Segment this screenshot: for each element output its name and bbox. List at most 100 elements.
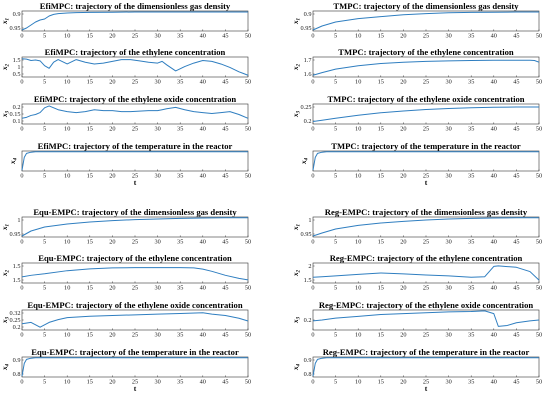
x-tick-label: 0 [311,79,314,86]
y-tick-label: 1.5 [304,277,312,284]
x-tick-label: 35 [177,79,183,86]
subplot-title: EfiMPC: trajectory of the temperature in… [38,141,233,151]
x-tick-label: 25 [423,33,429,40]
series-line [312,265,540,281]
x-tick-label: 10 [64,239,70,246]
plot-area [312,150,540,172]
x-tick-label: 25 [132,285,138,292]
subplot-11: Equ-EMPC: trajectory of the ethylene con… [1,253,251,292]
x-tick-label: 20 [109,332,115,339]
y-axis-label: x3 [292,316,302,324]
x-tick-label: 40 [491,332,497,339]
x-tick-label: 10 [355,173,361,180]
x-tick-label: 35 [177,126,183,133]
x-tick-label: 30 [154,173,160,180]
x-tick-label: 15 [378,33,384,40]
x-tick-label: 45 [222,332,228,339]
x-tick-label: 0 [20,379,23,386]
subplot-12: Reg-EMPC: trajectory of the ethylene con… [292,253,542,292]
x-tick-label: 5 [334,79,337,86]
y-tick-label: 0.9 [304,357,312,364]
series-line [312,310,540,327]
series-line [21,105,249,119]
subplot-title: TMPC: trajectory of the temperature in t… [331,141,521,151]
x-tick-label: 50 [536,126,542,133]
y-tick-label: 0.1 [13,118,21,125]
x-tick-label: 30 [445,33,451,40]
x-tick-label: 45 [513,126,519,133]
y-tick-label: 0.25 [9,317,20,324]
x-tick-label: 50 [536,332,542,339]
x-tick-label: 25 [132,173,138,180]
x-tick-label: 0 [311,379,314,386]
x-tick-label: 20 [109,33,115,40]
x-tick-label: 30 [445,239,451,246]
x-tick-label: 30 [154,126,160,133]
x-tick-label: 35 [177,33,183,40]
subplot-title: Equ-EMPC: trajectory of the dimensionles… [33,207,237,217]
subplot-title: EfiMPC: trajectory of the dimensionless … [40,1,231,11]
x-tick-label: 20 [109,126,115,133]
x-tick-label: 5 [43,239,46,246]
x-tick-label: 35 [177,379,183,386]
y-axis-label: x4 [9,157,19,165]
subplot-title: Reg-EMPC: trajectory of the ethylene oxi… [319,300,534,310]
x-tick-label: 10 [64,285,70,292]
x-tick-label: 40 [200,79,206,86]
x-tick-label: 0 [20,239,23,246]
x-tick-label: 45 [222,173,228,180]
series-line [21,267,249,281]
x-tick-label: 40 [491,285,497,292]
x-axis-label: t [134,384,137,393]
x-tick-label: 50 [536,379,542,386]
x-tick-label: 0 [20,79,23,86]
y-axis-label: x1 [1,224,11,231]
y-axis-label: x2 [292,269,302,277]
x-tick-label: 45 [513,239,519,246]
series-line [312,59,540,76]
x-tick-label: 35 [468,33,474,40]
x-tick-label: 25 [423,379,429,386]
series-line [312,217,539,237]
x-tick-label: 35 [177,285,183,292]
x-tick-label: 45 [222,285,228,292]
x-tick-label: 45 [222,126,228,133]
y-tick-label: 0.25 [300,104,311,111]
x-tick-label: 30 [154,239,160,246]
subplot-3: EfiMPC: trajectory of the ethylene conce… [1,47,251,86]
x-tick-label: 10 [64,379,70,386]
subplot-9: Equ-EMPC: trajectory of the dimensionles… [1,207,251,246]
y-tick-label: 0.95 [9,25,20,32]
x-tick-label: 0 [20,332,23,339]
x-tick-label: 25 [423,239,429,246]
x-tick-label: 35 [468,379,474,386]
x-tick-label: 40 [491,33,497,40]
subplot-14: Reg-EMPC: trajectory of the ethylene oxi… [292,300,542,339]
x-tick-label: 10 [64,173,70,180]
x-tick-label: 20 [400,332,406,339]
x-tick-label: 15 [87,126,93,133]
x-tick-label: 40 [491,126,497,133]
x-tick-label: 40 [491,379,497,386]
x-tick-label: 10 [64,332,70,339]
x-tick-label: 45 [222,33,228,40]
x-tick-label: 40 [491,239,497,246]
x-tick-label: 20 [400,173,406,180]
x-tick-label: 15 [87,332,93,339]
y-tick-label: 0.95 [300,231,311,238]
x-tick-label: 0 [311,173,314,180]
x-tick-label: 35 [468,285,474,292]
x-tick-label: 5 [43,79,46,86]
x-tick-label: 45 [513,332,519,339]
x-tick-label: 15 [87,285,93,292]
x-tick-label: 30 [445,332,451,339]
plot-area [21,103,249,125]
x-tick-label: 40 [200,239,206,246]
x-tick-label: 40 [491,79,497,86]
y-tick-label: 0.95 [9,231,20,238]
x-tick-label: 25 [423,285,429,292]
x-tick-label: 40 [200,332,206,339]
plot-area [21,150,249,172]
y-tick-label: 0.9 [304,11,312,18]
